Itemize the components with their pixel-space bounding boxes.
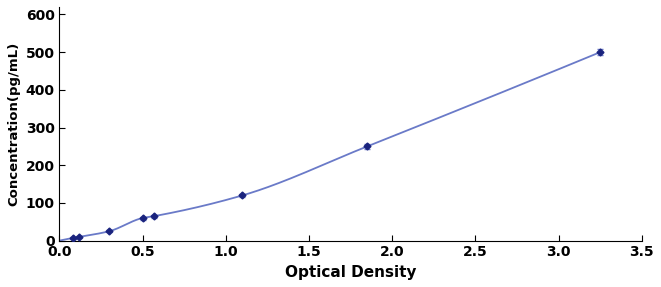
X-axis label: Optical Density: Optical Density — [285, 265, 416, 280]
Y-axis label: Concentration(pg/mL): Concentration(pg/mL) — [7, 42, 20, 206]
